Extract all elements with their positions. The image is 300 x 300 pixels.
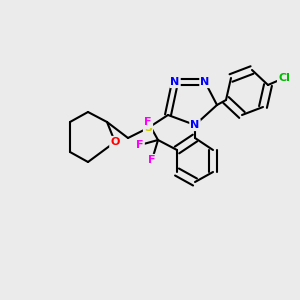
Text: F: F <box>136 140 144 150</box>
Text: F: F <box>148 155 156 165</box>
Text: F: F <box>144 117 152 127</box>
Text: N: N <box>200 77 210 87</box>
Text: O: O <box>110 137 120 147</box>
Text: Cl: Cl <box>278 73 290 83</box>
Text: S: S <box>144 123 152 133</box>
Text: N: N <box>190 120 200 130</box>
Text: N: N <box>170 77 180 87</box>
